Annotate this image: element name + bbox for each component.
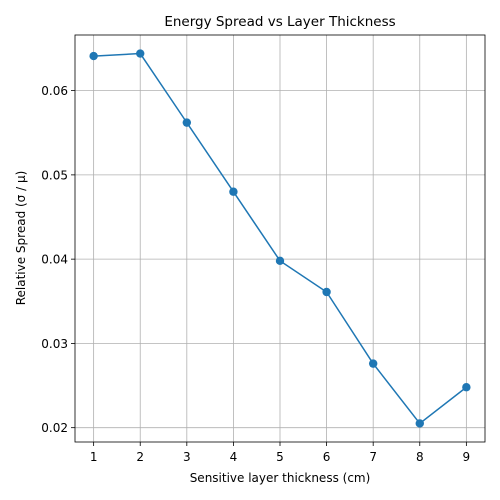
plot-frame xyxy=(74,34,486,443)
y-tick-label: 0.06 xyxy=(41,84,68,98)
y-tick-label: 0.05 xyxy=(41,168,68,182)
y-axis-label: Relative Spread (σ / μ) xyxy=(14,171,28,306)
x-tick-label: 8 xyxy=(416,450,424,464)
grid-layer xyxy=(75,35,485,442)
y-tick-label: 0.03 xyxy=(41,337,68,351)
x-axis-label: Sensitive layer thickness (cm) xyxy=(190,471,371,485)
series-layer xyxy=(89,49,471,428)
x-tick-label: 2 xyxy=(136,450,144,464)
data-point xyxy=(229,187,238,196)
x-tick-label: 6 xyxy=(323,450,331,464)
data-point xyxy=(368,359,378,368)
y-tick-label: 0.04 xyxy=(41,253,68,267)
x-tick-label: 5 xyxy=(276,450,284,464)
x-tick-label: 9 xyxy=(463,450,471,464)
data-point xyxy=(275,256,285,266)
ticks-layer: 1 2 3 4 5 6 7 8 9 0.02 0.03 0.04 0.05 0.06 xyxy=(41,84,470,464)
data-point xyxy=(136,49,145,58)
data-point xyxy=(89,51,98,61)
x-tick-label: 4 xyxy=(230,450,238,464)
y-tick-label: 0.02 xyxy=(41,421,68,435)
x-tick-label: 7 xyxy=(369,450,377,464)
x-tick-label: 3 xyxy=(183,450,191,464)
chart-title: Energy Spread vs Layer Thickness xyxy=(164,14,395,30)
data-point xyxy=(415,419,424,428)
data-point xyxy=(462,383,471,392)
data-point xyxy=(182,118,192,127)
x-tick-label: 1 xyxy=(90,450,98,464)
data-point xyxy=(322,287,331,297)
